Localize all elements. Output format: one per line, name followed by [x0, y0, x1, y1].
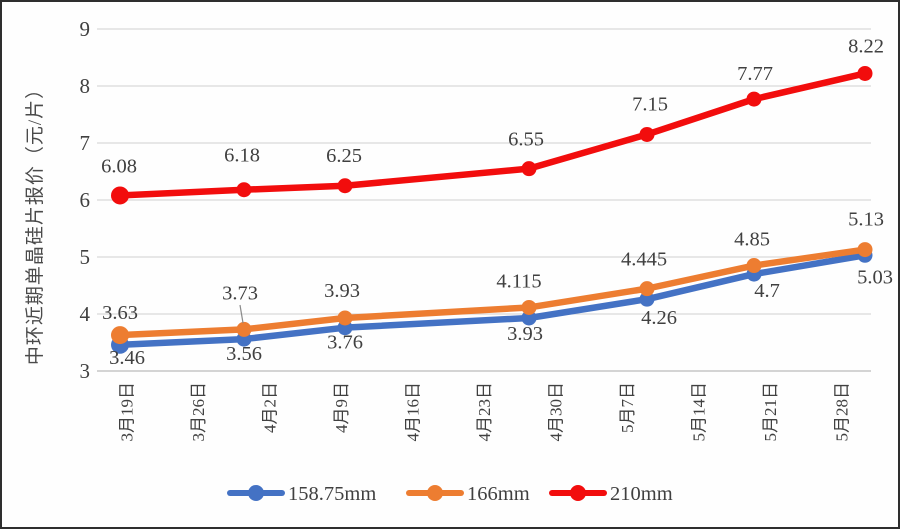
legend-item-166mm: 166mm	[406, 483, 530, 505]
x-tick-label: 4月23日	[475, 382, 494, 442]
data-point-166mm	[337, 310, 353, 326]
legend-label: 210mm	[610, 483, 673, 505]
data-point-158.75mm	[521, 310, 537, 326]
data-point-label-210mm: 6.18	[224, 145, 260, 167]
data-point-label-210mm: 6.08	[101, 155, 137, 177]
x-tick-label: 5月21日	[761, 382, 780, 442]
x-tick-label: 5月28日	[833, 382, 852, 442]
x-tick-label: 3月19日	[118, 382, 137, 442]
data-point-label-158.75mm: 3.93	[507, 323, 543, 345]
y-tick-label: 8	[80, 74, 91, 98]
data-point-166mm	[521, 299, 537, 315]
data-point-label-158.75mm: 5.03	[857, 266, 893, 288]
data-point-label-166mm: 3.73	[222, 282, 258, 304]
data-point-166mm	[236, 321, 252, 337]
data-point-label-166mm: 4.445	[621, 249, 667, 271]
data-point-label-210mm: 7.15	[632, 93, 668, 115]
data-point-label-210mm: 8.22	[848, 35, 884, 57]
x-tick-label: 3月26日	[189, 382, 208, 442]
data-point-label-158.75mm: 3.76	[327, 332, 363, 354]
data-point-210mm	[639, 126, 655, 142]
data-point-label-210mm: 6.25	[326, 145, 362, 167]
data-point-210mm	[236, 182, 252, 198]
data-point-label-158.75mm: 3.46	[109, 347, 145, 369]
legend-item-210mm: 210mm	[549, 483, 673, 505]
data-point-210mm	[857, 65, 873, 81]
data-point-label-166mm: 5.13	[848, 209, 884, 231]
data-point-label-158.75mm: 4.7	[754, 280, 780, 302]
x-tick-label: 4月9日	[332, 382, 351, 433]
data-point-label-166mm: 4.85	[734, 229, 770, 251]
x-tick-label: 4月30日	[547, 382, 566, 442]
data-point-210mm	[337, 178, 353, 194]
legend-marker-dot	[427, 485, 443, 501]
data-point-label-158.75mm: 3.56	[226, 343, 262, 365]
data-point-label-210mm: 6.55	[508, 129, 544, 151]
data-point-166mm	[746, 258, 762, 274]
data-point-label-166mm: 3.63	[102, 302, 138, 324]
y-axis-title: 中环近期单晶硅片报价（元/片）	[25, 78, 46, 366]
y-tick-label: 6	[80, 188, 91, 212]
data-point-label-166mm: 4.115	[496, 270, 541, 292]
legend-label: 158.75mm	[288, 483, 376, 505]
data-point-210mm	[746, 91, 762, 107]
x-tick-label: 4月2日	[261, 382, 280, 433]
legend-marker-dot	[248, 485, 264, 501]
label-leader-line	[239, 304, 244, 324]
y-tick-label: 9	[80, 17, 91, 41]
x-tick-label: 4月16日	[404, 382, 423, 442]
data-point-label-166mm: 3.93	[324, 280, 360, 302]
legend-item-158.75mm: 158.75mm	[227, 483, 376, 505]
data-point-158.75mm	[639, 291, 655, 307]
data-point-label-158.75mm: 4.26	[641, 307, 677, 329]
data-point-210mm	[111, 186, 129, 205]
data-point-166mm	[639, 281, 655, 297]
data-point-166mm	[857, 242, 873, 258]
data-point-label-210mm: 7.77	[737, 63, 773, 85]
data-point-210mm	[521, 161, 537, 177]
y-tick-label: 7	[80, 131, 91, 155]
x-tick-label: 5月14日	[690, 382, 709, 442]
x-tick-label: 5月7日	[618, 382, 637, 433]
data-point-166mm	[111, 326, 129, 345]
legend-label: 166mm	[467, 483, 530, 505]
legend-marker-dot	[570, 485, 586, 501]
y-tick-label: 4	[80, 302, 91, 326]
y-tick-label: 5	[80, 245, 91, 269]
y-tick-label: 3	[80, 359, 91, 383]
